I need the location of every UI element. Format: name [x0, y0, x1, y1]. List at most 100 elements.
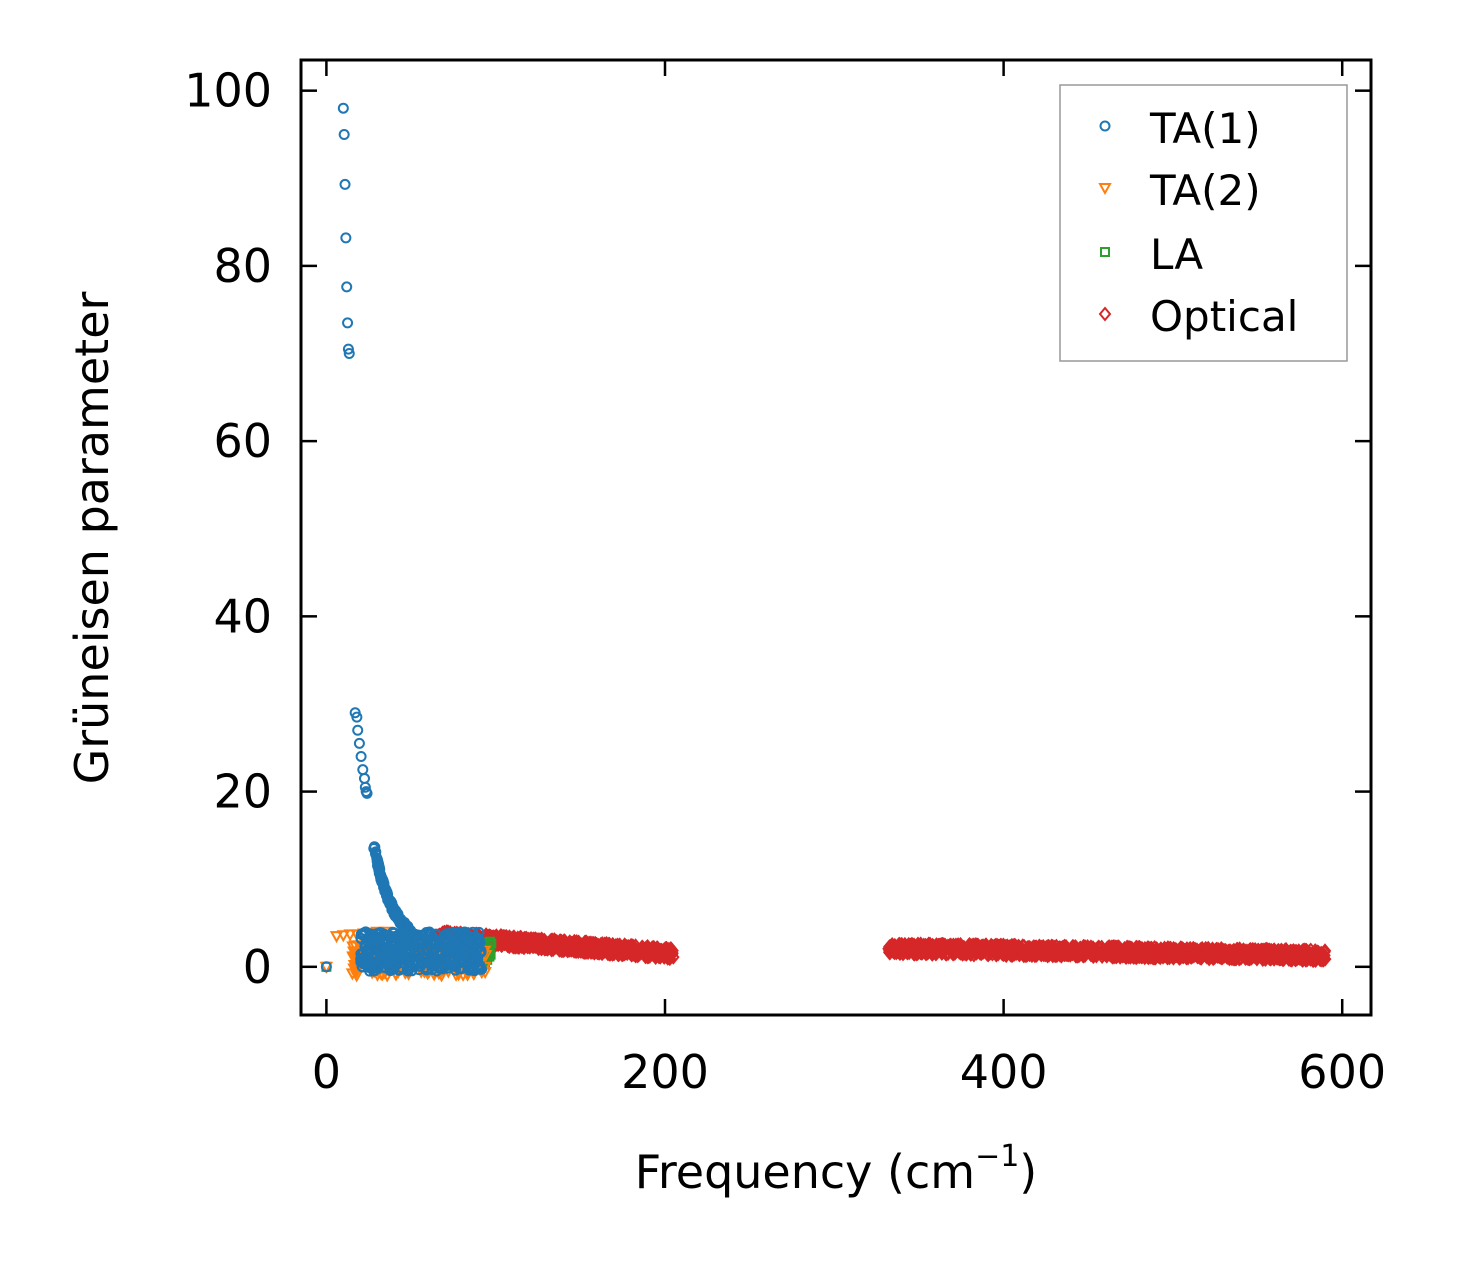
ta1-point	[459, 926, 471, 938]
optical-point	[1275, 942, 1288, 958]
optical-point	[1318, 943, 1332, 959]
optical-point	[1007, 942, 1021, 958]
optical-point	[1180, 943, 1194, 960]
optical-point	[590, 937, 603, 953]
ta1-point	[425, 928, 437, 940]
ta1-point	[397, 917, 409, 929]
optical-point	[1310, 946, 1323, 963]
ta1-point	[473, 942, 485, 954]
ta1-point	[369, 929, 381, 941]
optical-point	[903, 941, 917, 957]
ta2-point	[343, 929, 357, 942]
legend: TA(1) TA(2) LA Optical	[1059, 84, 1348, 362]
optical-point	[662, 942, 675, 959]
ta1-point	[342, 343, 354, 355]
legend-marker-la	[1100, 247, 1110, 257]
ta1-point	[372, 963, 384, 975]
optical-point	[618, 946, 631, 962]
optical-point	[1227, 951, 1241, 967]
ta1-point	[421, 928, 433, 940]
optical-point	[583, 935, 597, 951]
optical-point	[1101, 947, 1114, 963]
optical-point	[519, 930, 533, 946]
optical-point	[1061, 942, 1074, 958]
ta1-point	[435, 958, 447, 970]
ta1-point	[384, 939, 396, 951]
ta1-point	[340, 232, 352, 244]
optical-point	[959, 944, 973, 960]
optical-point	[517, 939, 530, 955]
optical-point	[991, 946, 1005, 962]
ta1-point	[374, 927, 386, 939]
y-tick-label: 0	[243, 940, 272, 994]
ta1-point	[359, 781, 371, 793]
optical-point	[522, 931, 536, 947]
ta1-point	[465, 964, 477, 976]
ta1-point	[342, 317, 354, 329]
ta1-point	[387, 926, 399, 938]
optical-point	[1237, 945, 1250, 962]
optical-point	[1262, 945, 1275, 961]
optical-point	[1120, 941, 1134, 957]
optical-point	[650, 940, 664, 956]
optical-point	[1053, 947, 1067, 963]
optical-point	[1152, 944, 1165, 960]
ta1-point	[370, 947, 382, 959]
legend-label-ta1: TA(1)	[1149, 104, 1261, 153]
ta1-point	[339, 178, 351, 190]
y-tick-labels: 0 20 40 60 80 100	[184, 64, 272, 994]
ta1-point	[351, 711, 363, 723]
optical-point	[1123, 940, 1137, 956]
ta1-point	[449, 964, 461, 976]
ta1-point	[337, 102, 349, 114]
legend-label-ta2: TA(2)	[1149, 166, 1261, 215]
ta1-point	[427, 947, 439, 959]
data-points-layer	[319, 102, 1332, 983]
optical-point	[936, 941, 950, 957]
y-axis-label: Grüneisen parameter	[65, 291, 119, 784]
optical-point	[1133, 948, 1146, 965]
optical-point	[1315, 947, 1329, 963]
optical-point	[570, 936, 583, 952]
optical-point	[1094, 943, 1108, 959]
legend-marker-ta2	[1098, 183, 1112, 196]
ta1-point	[320, 961, 332, 973]
optical-point	[536, 932, 549, 948]
optical-point	[501, 931, 515, 947]
optical-point	[969, 938, 983, 955]
optical-point	[1211, 942, 1224, 959]
optical-point	[546, 933, 559, 949]
optical-point	[1277, 951, 1290, 968]
optical-point	[1246, 943, 1260, 959]
optical-point	[629, 943, 643, 959]
optical-point	[1177, 945, 1191, 961]
optical-point	[623, 944, 637, 960]
optical-point	[1202, 949, 1216, 965]
legend-marker-ta1	[1099, 120, 1111, 132]
ta1-point	[338, 128, 350, 140]
optical-point	[882, 940, 896, 957]
ta1-point	[361, 787, 373, 799]
ta1-point	[341, 281, 353, 293]
optical-point	[1144, 943, 1158, 959]
ta2-point	[345, 968, 360, 981]
x-tick-label: 600	[1298, 1045, 1386, 1099]
optical-point	[542, 939, 556, 955]
optical-point	[886, 941, 900, 957]
optical-point	[980, 940, 993, 956]
optical-point	[1318, 947, 1331, 964]
optical-point	[907, 942, 921, 958]
y-tick-label: 80	[213, 239, 272, 293]
ta1-point	[443, 928, 455, 940]
ta1-point	[459, 957, 471, 969]
x-tick-labels: 0 200 400 600	[312, 1045, 1386, 1099]
optical-point	[512, 939, 526, 955]
optical-point	[601, 946, 615, 962]
optical-point	[555, 939, 569, 955]
legend-label-optical: Optical	[1150, 292, 1298, 341]
optical-point	[1292, 950, 1306, 966]
optical-point	[549, 935, 562, 951]
ta1-point	[358, 772, 370, 784]
x-tick-label: 400	[960, 1045, 1048, 1099]
